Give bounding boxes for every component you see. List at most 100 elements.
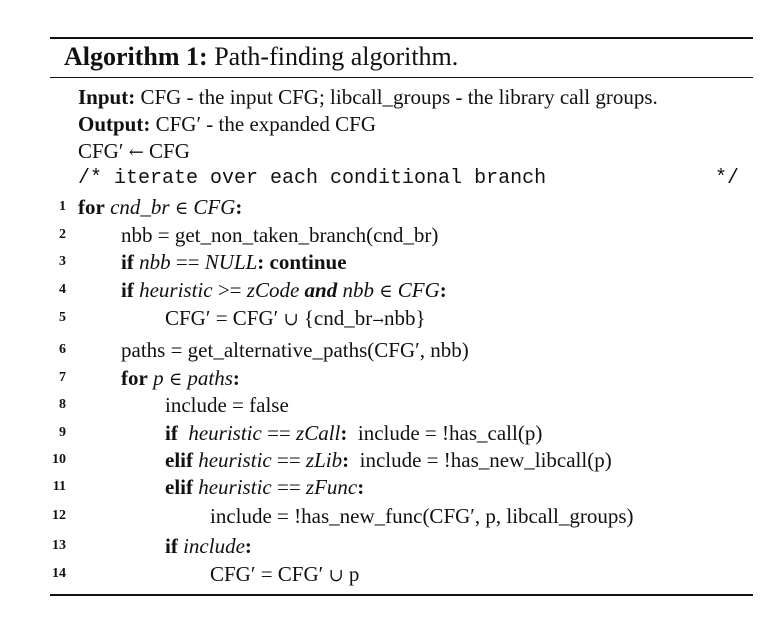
algo-line: 11 elif heuristic == zFunc: — [0, 473, 782, 501]
line-number: 2 — [59, 227, 66, 242]
variable: heuristic — [188, 421, 262, 445]
algo-line: 1 for cnd_br ∈ CFG: — [0, 193, 782, 221]
output-text: CFG′ - the expanded CFG — [155, 112, 377, 136]
algo-line: 2 nbb = get_non_taken_branch(cnd_br) — [0, 221, 782, 249]
colon: : — [232, 366, 240, 390]
variable: paths — [187, 366, 233, 390]
algo-line: 4 if heuristic >= zCode and nbb ∈ CFG: — [0, 276, 782, 304]
keyword: continue — [269, 250, 347, 274]
line-number: 13 — [52, 538, 66, 553]
colon: : — [235, 195, 243, 219]
line-number: 11 — [52, 479, 66, 494]
variable: NULL — [204, 250, 258, 274]
union-icon: ∪ — [328, 565, 344, 586]
init-line: CFG′ ← CFG — [0, 137, 782, 165]
variable: p — [153, 366, 164, 390]
element-of-icon: ∈ — [168, 369, 183, 390]
statement: CFG′ = CFG′ — [210, 562, 329, 586]
input-label: Input: — [78, 85, 136, 109]
statement: include = !has_new_func(CFG′, p, libcall… — [210, 504, 634, 528]
variable: zCall — [296, 421, 341, 445]
keyword: for — [121, 366, 148, 390]
output-label: Output: — [78, 112, 151, 136]
variable: CFG — [397, 278, 440, 302]
comment-line: /* iterate over each conditional branch … — [0, 165, 782, 193]
operator: >= — [212, 278, 247, 302]
keyword: if — [121, 250, 134, 274]
operator: == — [170, 250, 205, 274]
comment-end: */ — [715, 167, 740, 190]
variable: heuristic — [198, 475, 272, 499]
operator: == — [271, 475, 306, 499]
statement: include = !has_call(p) — [357, 421, 543, 445]
algo-line: 7 for p ∈ paths: — [0, 364, 782, 392]
element-of-icon: ∈ — [174, 198, 189, 219]
statement: CFG′ = CFG′ — [165, 306, 284, 330]
variable: nbb — [139, 250, 171, 274]
init-rhs: CFG — [149, 139, 190, 163]
colon: : — [357, 475, 365, 499]
variable: CFG — [193, 195, 236, 219]
keyword: if — [121, 278, 134, 302]
algorithm-label: Algorithm 1: — [64, 42, 208, 71]
colon: : — [439, 278, 447, 302]
output-line: Output: CFG′ - the expanded CFG — [0, 110, 782, 138]
line-number: 5 — [59, 310, 66, 325]
statement: paths = get_alternative_paths(CFG′, nbb) — [121, 338, 469, 362]
line-number: 3 — [59, 254, 66, 269]
algo-line: 13 if include: — [0, 532, 782, 560]
algo-line: 5 CFG′ = CFG′ ∪ {cnd_br→nbb} — [0, 304, 782, 332]
colon: : — [244, 534, 252, 558]
line-number: 10 — [52, 452, 66, 467]
variable: zFunc — [305, 475, 358, 499]
algo-line: 3 if nbb == NULL: continue — [0, 248, 782, 276]
algorithm-caption: Algorithm 1: Path-finding algorithm. — [64, 42, 458, 72]
line-number: 12 — [52, 508, 66, 523]
right-arrow-icon: → — [372, 313, 384, 329]
statement: include = false — [165, 393, 289, 417]
input-line: Input: CFG - the input CFG; libcall_grou… — [0, 83, 782, 111]
keyword: if — [165, 421, 178, 445]
top-rule — [50, 37, 753, 39]
algo-line: 9 if heuristic == zCall: include = !has_… — [0, 419, 782, 447]
algo-line: 6 paths = get_alternative_paths(CFG′, nb… — [0, 336, 782, 364]
variable: zCode — [246, 278, 300, 302]
line-number: 4 — [59, 282, 66, 297]
variable: zLib — [305, 448, 343, 472]
keyword: if — [165, 534, 178, 558]
algo-line: 8 include = false — [0, 391, 782, 419]
keyword: elif — [165, 475, 193, 499]
variable: cnd_br — [110, 195, 170, 219]
init-lhs: CFG′ — [78, 139, 124, 163]
line-number: 9 — [59, 425, 66, 440]
colon: : — [257, 250, 265, 274]
colon: : — [340, 421, 348, 445]
algorithm-title: Path-finding algorithm. — [214, 42, 459, 71]
line-number: 14 — [52, 566, 66, 581]
variable: heuristic — [198, 448, 272, 472]
element-of-icon: ∈ — [379, 281, 393, 302]
algo-line: 10 elif heuristic == zLib: include = !ha… — [0, 446, 782, 474]
statement: {cnd_br — [298, 306, 373, 330]
operator: == — [261, 421, 297, 445]
line-number: 6 — [59, 342, 66, 357]
line-number: 8 — [59, 397, 66, 412]
variable: include — [183, 534, 245, 558]
statement: include = !has_new_libcall(p) — [359, 448, 612, 472]
variable: nbb — [342, 278, 374, 302]
input-text: CFG - the input CFG; libcall_groups - th… — [140, 85, 658, 109]
colon: : — [342, 448, 350, 472]
keyword: and — [304, 278, 338, 302]
algo-line: 12 include = !has_new_func(CFG′, p, libc… — [0, 502, 782, 530]
assign-arrow-icon: ← — [128, 142, 144, 163]
bottom-rule — [50, 594, 753, 596]
statement: p — [343, 562, 360, 586]
caption-rule — [50, 77, 753, 78]
keyword: elif — [165, 448, 193, 472]
line-number: 7 — [59, 370, 66, 385]
union-icon: ∪ — [283, 309, 299, 330]
comment-text: /* iterate over each conditional branch — [78, 167, 547, 190]
line-number: 1 — [59, 199, 66, 214]
algo-line: 14 CFG′ = CFG′ ∪ p — [0, 560, 782, 588]
keyword: for — [78, 195, 105, 219]
